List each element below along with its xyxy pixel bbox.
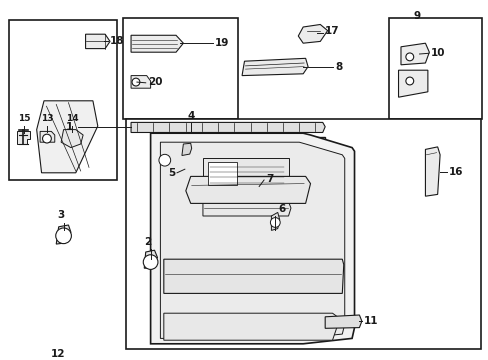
Circle shape — [270, 217, 280, 228]
Text: 16: 16 — [448, 167, 463, 177]
Polygon shape — [56, 225, 71, 244]
Bar — [126, 119, 480, 349]
Bar — [176, 137, 325, 209]
Polygon shape — [185, 176, 310, 203]
Text: 18: 18 — [110, 36, 124, 46]
Polygon shape — [325, 315, 361, 328]
Circle shape — [143, 255, 158, 269]
Text: 20: 20 — [147, 77, 162, 87]
Text: 13: 13 — [41, 114, 53, 123]
Text: 6: 6 — [278, 204, 285, 214]
Polygon shape — [182, 143, 191, 156]
Polygon shape — [37, 101, 98, 173]
Text: 12: 12 — [50, 348, 65, 359]
Polygon shape — [160, 142, 344, 338]
Text: 11: 11 — [364, 316, 378, 327]
Text: 14: 14 — [65, 114, 78, 123]
Polygon shape — [131, 35, 183, 52]
Polygon shape — [163, 259, 343, 293]
Polygon shape — [131, 76, 150, 88]
Bar — [9, 20, 117, 180]
Circle shape — [159, 154, 170, 166]
Polygon shape — [131, 122, 325, 132]
Text: 7: 7 — [266, 174, 273, 184]
Polygon shape — [40, 131, 55, 142]
Text: 17: 17 — [325, 26, 339, 36]
Text: 5: 5 — [167, 168, 175, 178]
Polygon shape — [203, 202, 290, 216]
Text: 9: 9 — [412, 11, 419, 21]
Polygon shape — [144, 250, 157, 268]
Text: 2: 2 — [144, 237, 151, 247]
Polygon shape — [298, 24, 327, 43]
Text: 8: 8 — [334, 62, 342, 72]
Polygon shape — [163, 313, 339, 340]
Polygon shape — [398, 70, 427, 97]
Polygon shape — [61, 130, 83, 148]
Polygon shape — [203, 158, 288, 193]
Polygon shape — [400, 43, 428, 65]
Circle shape — [405, 77, 413, 85]
Polygon shape — [150, 133, 354, 344]
Polygon shape — [242, 58, 307, 76]
Text: 4: 4 — [186, 111, 194, 121]
Polygon shape — [17, 131, 30, 144]
Circle shape — [56, 228, 71, 244]
Text: 15: 15 — [18, 114, 31, 123]
Bar — [388, 18, 481, 119]
Bar — [207, 162, 237, 185]
Circle shape — [42, 134, 51, 143]
Polygon shape — [425, 147, 439, 196]
Circle shape — [405, 53, 413, 61]
Text: 10: 10 — [430, 48, 445, 58]
Text: 1: 1 — [66, 122, 73, 132]
Polygon shape — [271, 212, 279, 230]
Text: 3: 3 — [57, 210, 64, 220]
Circle shape — [132, 78, 140, 86]
Polygon shape — [85, 34, 110, 49]
Text: 19: 19 — [215, 38, 229, 48]
Bar — [123, 18, 238, 119]
